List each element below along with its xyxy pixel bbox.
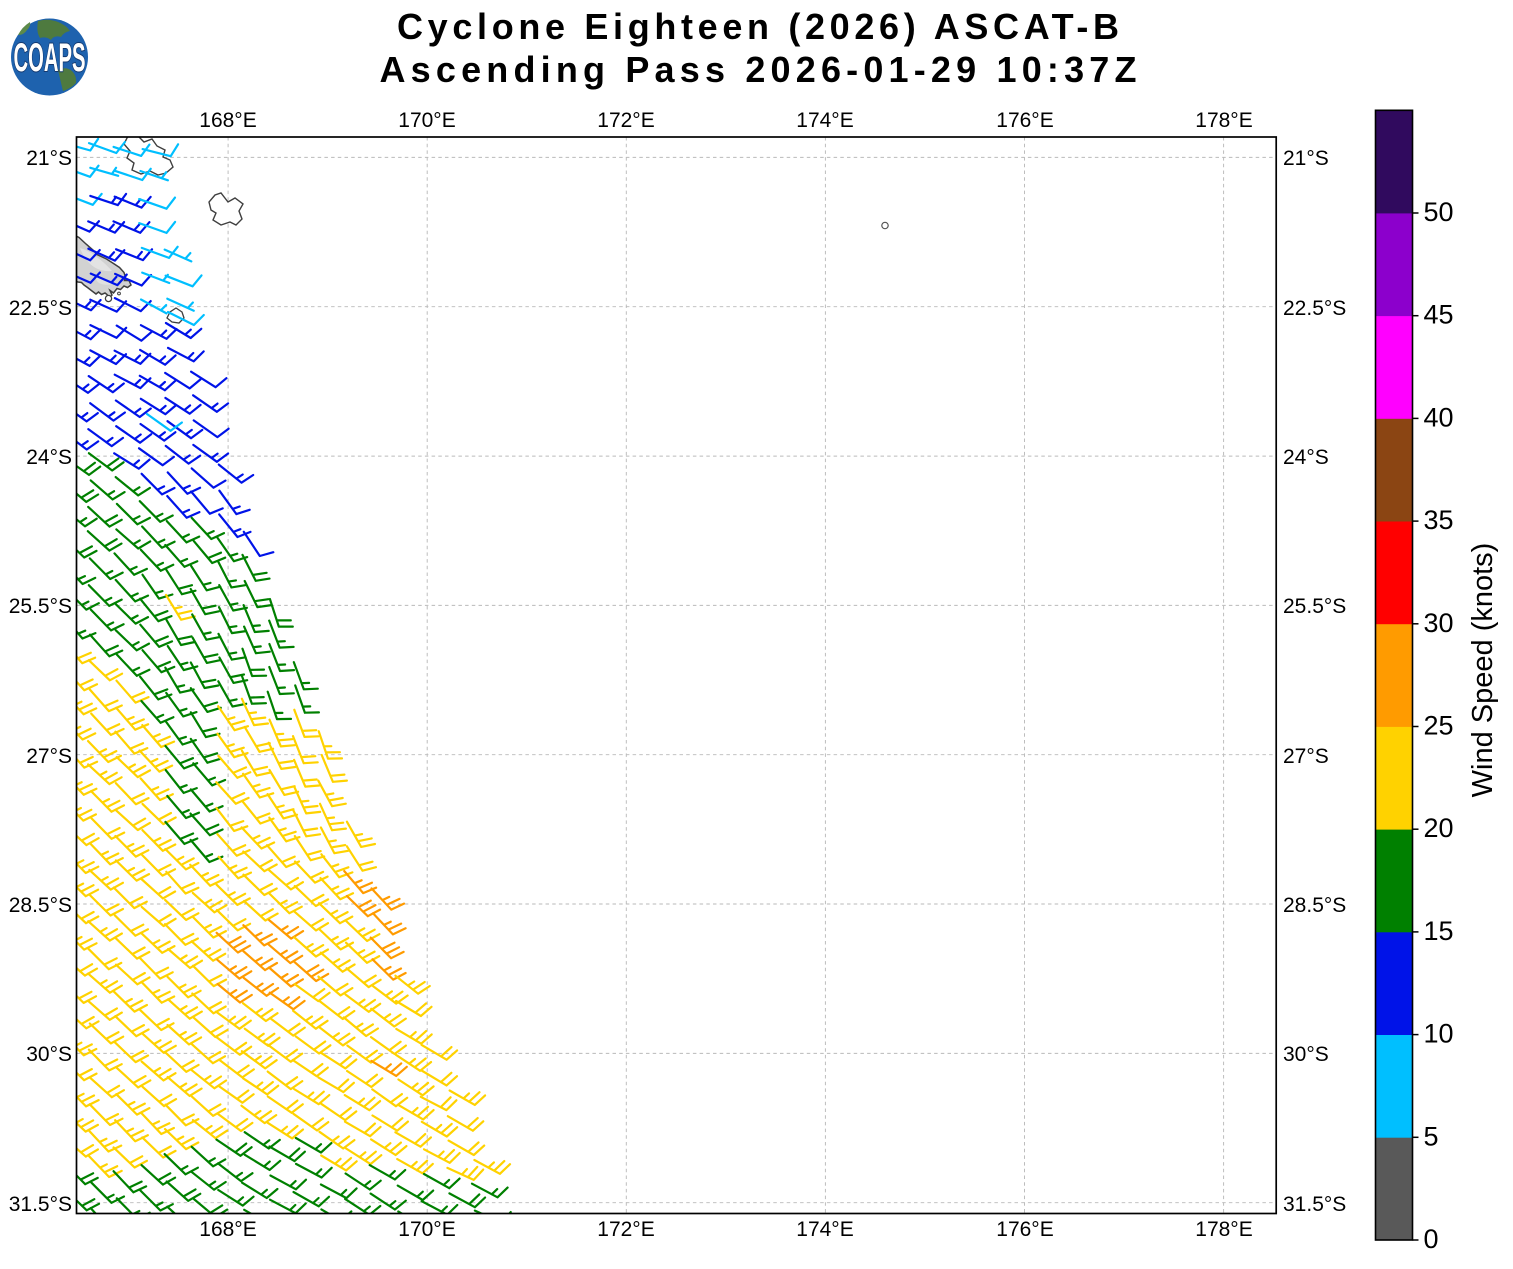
svg-text:172°E: 172°E bbox=[597, 1218, 654, 1241]
svg-text:0: 0 bbox=[1424, 1224, 1439, 1254]
svg-text:30°S: 30°S bbox=[26, 1043, 72, 1066]
svg-text:35: 35 bbox=[1424, 505, 1454, 535]
svg-text:Cyclone Eighteen (2026) ASCAT-: Cyclone Eighteen (2026) ASCAT-B bbox=[397, 6, 1119, 47]
svg-text:178°E: 178°E bbox=[1195, 1218, 1252, 1241]
svg-text:31.5°S: 31.5°S bbox=[1283, 1193, 1346, 1216]
svg-text:5: 5 bbox=[1424, 1121, 1439, 1151]
svg-text:30: 30 bbox=[1424, 608, 1454, 638]
svg-text:28.5°S: 28.5°S bbox=[9, 894, 72, 917]
svg-text:10: 10 bbox=[1424, 1019, 1454, 1049]
svg-text:22.5°S: 22.5°S bbox=[9, 297, 72, 320]
svg-text:170°E: 170°E bbox=[398, 1218, 455, 1241]
svg-text:27°S: 27°S bbox=[1283, 745, 1329, 768]
svg-text:40: 40 bbox=[1424, 402, 1454, 432]
svg-text:Wind Speed (knots): Wind Speed (knots) bbox=[1467, 543, 1499, 798]
svg-text:30°S: 30°S bbox=[1283, 1043, 1329, 1066]
svg-text:24°S: 24°S bbox=[26, 446, 72, 469]
svg-text:27°S: 27°S bbox=[26, 745, 72, 768]
svg-text:178°E: 178°E bbox=[1195, 109, 1252, 132]
svg-text:24°S: 24°S bbox=[1283, 446, 1329, 469]
svg-text:25: 25 bbox=[1424, 711, 1454, 741]
svg-text:50: 50 bbox=[1424, 197, 1454, 227]
svg-text:25.5°S: 25.5°S bbox=[1283, 595, 1346, 618]
svg-text:15: 15 bbox=[1424, 916, 1454, 946]
svg-text:174°E: 174°E bbox=[796, 1218, 853, 1241]
svg-text:176°E: 176°E bbox=[996, 109, 1053, 132]
svg-text:Ascending Pass 2026-01-29 10:3: Ascending Pass 2026-01-29 10:37Z bbox=[380, 49, 1137, 90]
svg-text:28.5°S: 28.5°S bbox=[1283, 894, 1346, 917]
svg-text:COAPS: COAPS bbox=[14, 36, 86, 80]
svg-text:21°S: 21°S bbox=[1283, 147, 1329, 170]
svg-text:174°E: 174°E bbox=[796, 109, 853, 132]
svg-text:170°E: 170°E bbox=[398, 109, 455, 132]
svg-text:168°E: 168°E bbox=[199, 109, 256, 132]
svg-text:25.5°S: 25.5°S bbox=[9, 595, 72, 618]
svg-text:21°S: 21°S bbox=[26, 147, 72, 170]
svg-text:22.5°S: 22.5°S bbox=[1283, 297, 1346, 320]
svg-text:20: 20 bbox=[1424, 813, 1454, 843]
svg-text:172°E: 172°E bbox=[597, 109, 654, 132]
svg-text:31.5°S: 31.5°S bbox=[9, 1193, 72, 1216]
svg-text:168°E: 168°E bbox=[199, 1218, 256, 1241]
svg-text:176°E: 176°E bbox=[996, 1218, 1053, 1241]
svg-text:45: 45 bbox=[1424, 300, 1454, 330]
